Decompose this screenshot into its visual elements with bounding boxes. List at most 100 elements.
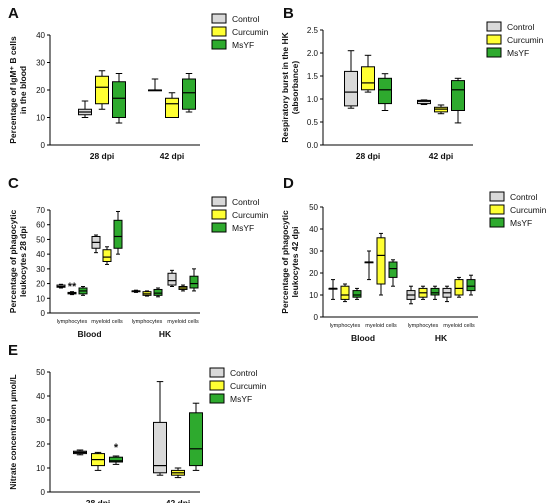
box-control	[56, 283, 66, 289]
box-control	[442, 285, 452, 303]
x-category-label: lymphocytes	[132, 319, 163, 325]
chart-panel-C: C 0 10 20 30 40 50 60 70 Percentage of phagocytic…	[8, 175, 269, 339]
box-iqr	[165, 97, 179, 118]
box-msyf	[466, 274, 476, 296]
y-tick-label: 0.0	[307, 141, 319, 150]
y-tick-label: 0	[314, 313, 319, 322]
legend-label: Control	[232, 197, 260, 207]
y-tick-label: 20	[36, 440, 45, 449]
box-msyf	[78, 286, 88, 296]
legend-swatch	[209, 367, 225, 378]
legend: Control Curcumin MsYF	[486, 21, 544, 58]
box-control	[131, 289, 141, 293]
box-curcumin	[361, 54, 375, 93]
legend-label: Curcumin	[232, 27, 269, 37]
x-supergroup-label: Blood	[77, 329, 101, 339]
y-tick-label: 10	[36, 464, 45, 473]
y-tick-label: 0	[41, 141, 46, 150]
y-tick-label: 50	[36, 235, 45, 244]
legend-swatch	[211, 39, 227, 50]
y-tick-label: 30	[309, 247, 318, 256]
legend-label: MsYF	[232, 40, 254, 50]
y-tick-label: 0	[41, 488, 46, 497]
chart-panel-A: A 0 10 20 30 40 Percentage of IgM⁺ B cells in t…	[8, 5, 269, 161]
box-iqr	[340, 285, 350, 300]
x-category-label: lymphocytes	[57, 319, 88, 325]
box-control	[153, 381, 167, 476]
box-msyf	[182, 73, 196, 113]
box-curcumin	[418, 285, 428, 300]
legend-label: MsYF	[510, 218, 532, 228]
box-control	[167, 269, 177, 288]
box-msyf	[189, 268, 199, 292]
box-iqr	[388, 261, 398, 278]
legend-swatch	[209, 393, 225, 404]
x-category-label: 42 dpi	[166, 498, 191, 503]
box-iqr	[113, 219, 123, 249]
chart-panel-D: D 0 10 20 30 40 50 Percentage of phagocytic leuk…	[280, 175, 547, 343]
box-iqr	[454, 279, 464, 296]
panel-letter: E	[8, 342, 18, 359]
box-iqr	[378, 77, 392, 105]
y-tick-label: 30	[36, 59, 45, 68]
legend-label: Curcumin	[232, 210, 269, 220]
y-tick-label: 60	[36, 221, 45, 230]
chart-panel-E: E 0 10 20 30 40 50 Nitrate concentration µmol/L…	[8, 342, 267, 503]
legend-swatch	[486, 34, 502, 45]
box-iqr	[417, 99, 431, 105]
box-iqr	[376, 237, 386, 285]
y-tick-label: 40	[309, 225, 318, 234]
panel-letter: C	[8, 175, 19, 192]
box-control	[344, 50, 358, 109]
legend-label: MsYF	[232, 223, 254, 233]
y-tick-label: 50	[36, 368, 45, 377]
y-tick-label: 10	[36, 114, 45, 123]
y-tick-label: 20	[36, 280, 45, 289]
legend-label: MsYF	[230, 394, 252, 404]
legend-label: Control	[230, 368, 258, 378]
box-curcumin	[165, 92, 179, 118]
box-iqr	[451, 80, 465, 111]
box-control	[78, 100, 92, 118]
x-category-label: myeloid cells	[365, 323, 397, 329]
box-iqr	[361, 66, 375, 91]
legend-swatch	[211, 209, 227, 220]
box-control	[406, 285, 416, 305]
box-msyf	[189, 402, 203, 471]
y-tick-label: 2.0	[307, 49, 319, 58]
y-tick-label: 20	[36, 86, 45, 95]
box-iqr	[153, 421, 167, 474]
y-tick-label: 40	[36, 250, 45, 259]
box-control	[417, 99, 431, 106]
legend-swatch	[211, 222, 227, 233]
box-curcumin	[454, 276, 464, 298]
box-control	[73, 449, 87, 456]
y-tick-label: 30	[36, 265, 45, 274]
box-iqr	[102, 249, 112, 263]
box-iqr	[109, 456, 123, 463]
box-curcumin	[434, 104, 448, 115]
box-msyf	[388, 259, 398, 287]
box-control	[91, 234, 101, 254]
significance-marker: **	[68, 281, 77, 293]
x-category-label: myeloid cells	[443, 323, 475, 329]
box-msyf	[109, 455, 123, 465]
x-category-label: myeloid cells	[167, 319, 199, 325]
y-tick-label: 10	[309, 291, 318, 300]
box-iqr	[189, 275, 199, 289]
box-curcumin	[142, 290, 152, 297]
legend-label: Curcumin	[510, 205, 547, 215]
box-msyf	[153, 287, 163, 298]
x-category-label: lymphocytes	[408, 323, 439, 329]
y-tick-label: 50	[309, 203, 318, 212]
y-tick-label: 10	[36, 294, 45, 303]
box-iqr	[167, 272, 177, 286]
y-tick-label: 70	[36, 206, 45, 215]
legend-label: Control	[510, 192, 538, 202]
box-msyf	[378, 73, 392, 111]
y-axis-label-sub: leukocytes 28 dpi	[18, 226, 28, 297]
panel-letter: D	[283, 175, 294, 192]
y-axis-label: Respiratory burst in the HK	[280, 31, 290, 142]
legend-swatch	[489, 217, 505, 228]
y-tick-label: 2.5	[307, 26, 319, 35]
